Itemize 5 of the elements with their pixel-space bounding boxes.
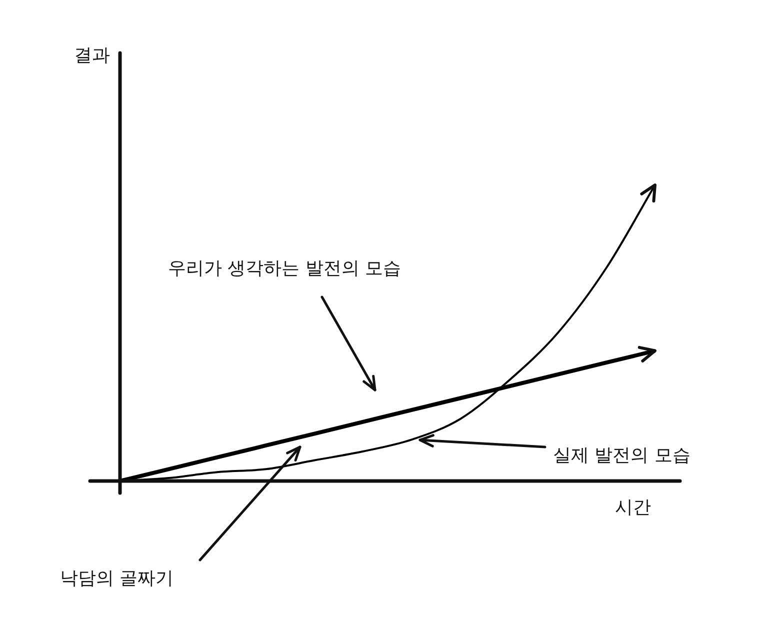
text: 결과 [74, 44, 110, 67]
text: 낙담의 골짜기 [60, 567, 174, 590]
x-axis-title: 시간 [615, 497, 651, 518]
annotation: 실제 발전의 모습 [553, 444, 690, 467]
annotation: 우리가 생각하는 발전의 모습 [168, 257, 402, 280]
